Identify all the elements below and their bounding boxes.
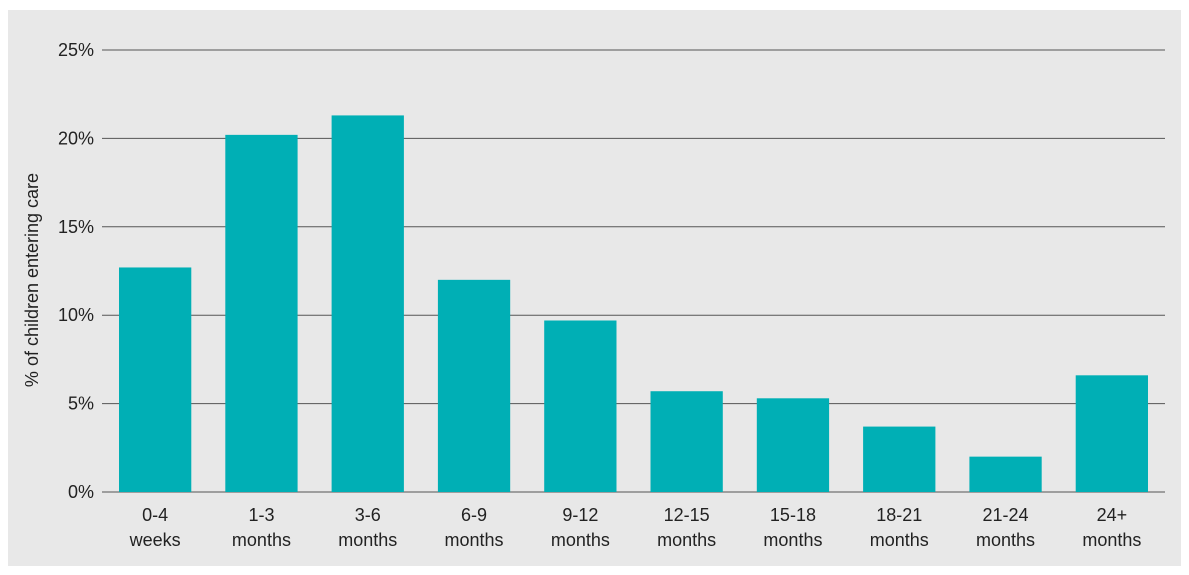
bar xyxy=(651,391,723,492)
x-tick-label: months xyxy=(1082,530,1141,550)
bar xyxy=(1076,375,1148,492)
y-tick-label: 10% xyxy=(58,305,94,325)
bars xyxy=(119,115,1148,492)
bar xyxy=(757,398,829,492)
x-tick-label: months xyxy=(763,530,822,550)
x-tick-label: months xyxy=(976,530,1035,550)
x-tick-label: 6-9 xyxy=(461,505,487,525)
bar xyxy=(332,115,404,492)
y-tick-label: 5% xyxy=(68,394,94,414)
bar xyxy=(544,321,616,492)
y-tick-label: 15% xyxy=(58,217,94,237)
x-tick-label: months xyxy=(551,530,610,550)
bar xyxy=(119,267,191,492)
x-tick-label: 12-15 xyxy=(664,505,710,525)
x-tick-label: 21-24 xyxy=(983,505,1029,525)
x-tick-label: 0-4 xyxy=(142,505,168,525)
x-tick-label: 24+ xyxy=(1097,505,1128,525)
x-tick-label: months xyxy=(232,530,291,550)
bar xyxy=(438,280,510,492)
x-tick-label: months xyxy=(445,530,504,550)
bar xyxy=(225,135,297,492)
x-tick-label: months xyxy=(657,530,716,550)
bar xyxy=(969,457,1041,492)
y-tick-label: 25% xyxy=(58,40,94,60)
y-tick-labels: 0% 5% 10% 15% 20% 25% xyxy=(58,40,94,502)
x-tick-label: 18-21 xyxy=(876,505,922,525)
x-tick-label: 3-6 xyxy=(355,505,381,525)
x-tick-label: months xyxy=(338,530,397,550)
y-tick-label: 20% xyxy=(58,128,94,148)
y-tick-label: 0% xyxy=(68,482,94,502)
y-axis-title: % of children entering care xyxy=(22,173,42,387)
x-tick-label: 15-18 xyxy=(770,505,816,525)
x-tick-label: months xyxy=(870,530,929,550)
x-tick-label: 1-3 xyxy=(248,505,274,525)
x-tick-label: 9-12 xyxy=(562,505,598,525)
x-tick-labels: 0-4 weeks 1-3 months 3-6 months 6-9 months 9-12 m… xyxy=(129,505,1142,550)
bar xyxy=(863,427,935,492)
chart-panel: 0% 5% 10% 15% 20% 25% 0-4 weeks 1-3 months 3-6 mon… xyxy=(8,10,1181,566)
bar-chart: 0% 5% 10% 15% 20% 25% 0-4 weeks 1-3 months 3-6 mon… xyxy=(8,10,1181,566)
x-tick-label: weeks xyxy=(129,530,181,550)
